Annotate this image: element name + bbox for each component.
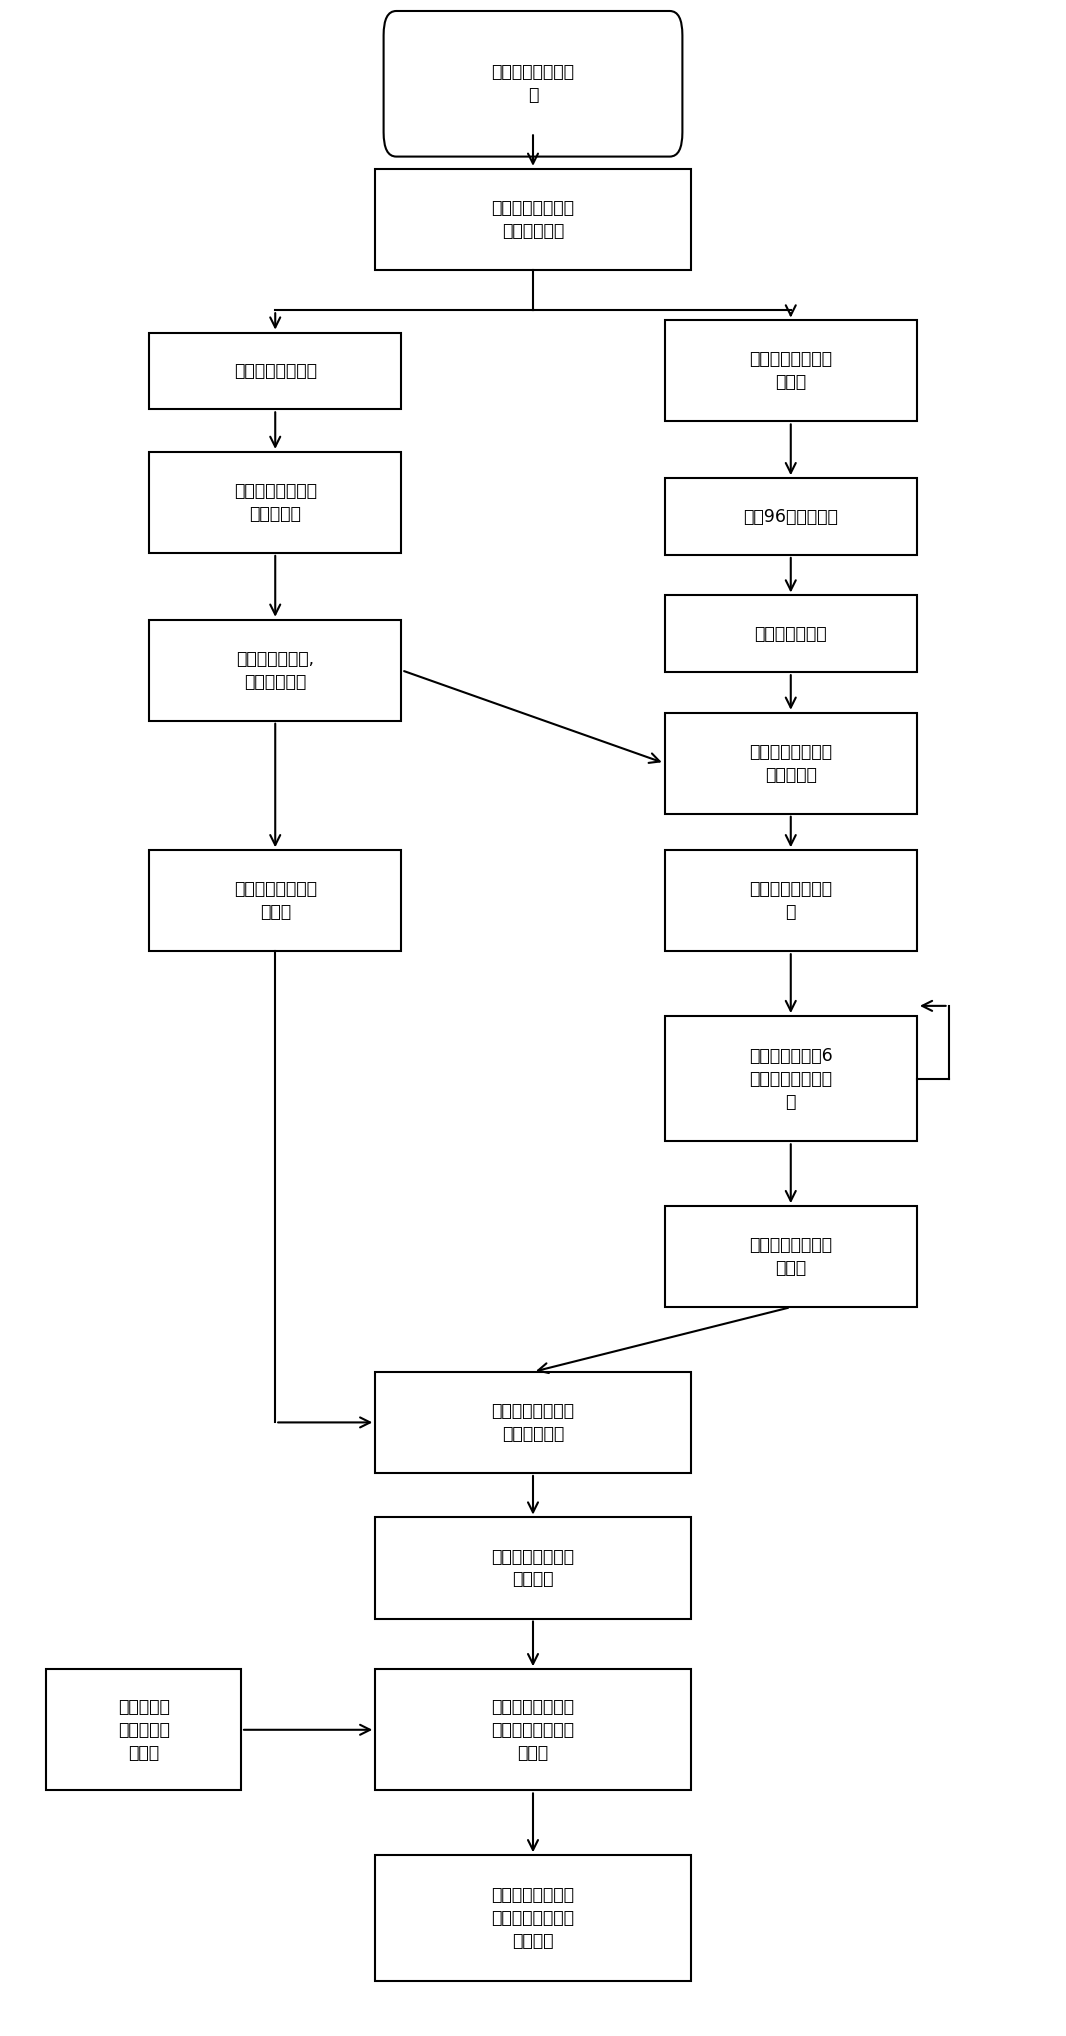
Text: 特定风场下
机组的极限
载荷表: 特定风场下 机组的极限 载荷表: [117, 1698, 169, 1761]
FancyBboxPatch shape: [664, 851, 917, 951]
FancyBboxPatch shape: [375, 1670, 691, 1790]
Text: 进行有限元计算: 进行有限元计算: [755, 625, 827, 643]
FancyBboxPatch shape: [384, 10, 682, 157]
FancyBboxPatch shape: [375, 169, 691, 271]
Text: 提取目标节点的应
力分量结果: 提取目标节点的应 力分量结果: [749, 743, 833, 784]
FancyBboxPatch shape: [149, 452, 402, 554]
FancyBboxPatch shape: [47, 1670, 241, 1790]
Text: 进行目标节点的6
个应力分量线性插
值: 进行目标节点的6 个应力分量线性插 值: [749, 1047, 833, 1110]
Text: 设置96个加载工况: 设置96个加载工况: [743, 507, 838, 525]
FancyBboxPatch shape: [664, 1205, 917, 1307]
Text: 根据静强度结果,
提取目标节点: 根据静强度结果, 提取目标节点: [237, 649, 314, 690]
FancyBboxPatch shape: [375, 1372, 691, 1472]
FancyBboxPatch shape: [149, 851, 402, 951]
FancyBboxPatch shape: [149, 619, 402, 721]
Text: 获得快速评估结果
的误差值: 获得快速评估结果 的误差值: [491, 1547, 575, 1588]
Text: 设置极限载荷工况: 设置极限载荷工况: [233, 362, 317, 381]
Text: 设置载荷极小值和
极大值: 设置载荷极小值和 极大值: [749, 350, 833, 391]
FancyBboxPatch shape: [375, 1855, 691, 1981]
Text: 形成强度分析数据
库: 形成强度分析数据 库: [749, 880, 833, 920]
Text: 对比有限元结果和
快速评估结果: 对比有限元结果和 快速评估结果: [491, 1403, 575, 1444]
Text: 机组设计载荷的极
限工况载荷表: 机组设计载荷的极 限工况载荷表: [491, 200, 575, 240]
Text: 提取目标节点的等
效应力: 提取目标节点的等 效应力: [233, 880, 317, 920]
FancyBboxPatch shape: [664, 713, 917, 814]
Text: 合成目标节点的等
效应力: 合成目标节点的等 效应力: [749, 1236, 833, 1277]
FancyBboxPatch shape: [664, 320, 917, 421]
FancyBboxPatch shape: [664, 1016, 917, 1142]
FancyBboxPatch shape: [149, 332, 402, 409]
Text: 应力分量插值和等
效应力合成，误差
值修正: 应力分量插值和等 效应力合成，误差 值修正: [491, 1698, 575, 1761]
FancyBboxPatch shape: [664, 595, 917, 672]
Text: 进行大部件静强度
有限元分析: 进行大部件静强度 有限元分析: [233, 483, 317, 523]
Text: 选取典型的机组模
型: 选取典型的机组模 型: [491, 63, 575, 104]
FancyBboxPatch shape: [375, 1517, 691, 1619]
Text: 获得特定风场下机
组大部件的静强度
评估结果: 获得特定风场下机 组大部件的静强度 评估结果: [491, 1885, 575, 1950]
FancyBboxPatch shape: [664, 478, 917, 556]
